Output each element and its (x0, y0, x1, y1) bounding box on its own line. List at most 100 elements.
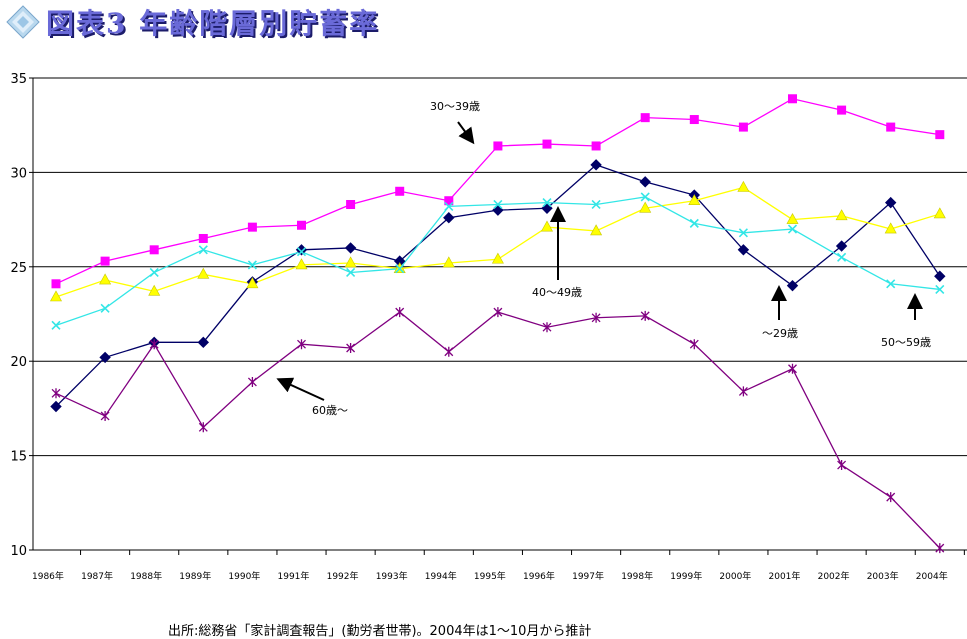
x-tick-label: 1996年 (523, 570, 555, 582)
annotation-arrow (276, 377, 325, 401)
data-point (197, 267, 210, 279)
x-tick-label: 1988年 (130, 570, 162, 582)
data-point (542, 139, 552, 149)
series-line (55, 164, 941, 407)
y-tick-label: 30 (10, 166, 27, 181)
data-point (590, 159, 602, 171)
x-tick-label: 1987年 (81, 570, 113, 582)
data-point (493, 141, 503, 151)
data-point (886, 279, 896, 289)
data-point (346, 342, 356, 353)
data-point (542, 322, 552, 333)
x-tick-label: 1997年 (572, 570, 604, 582)
y-tick-label: 10 (10, 544, 27, 559)
data-point (492, 204, 504, 216)
data-point (149, 267, 159, 278)
data-point (297, 220, 306, 230)
data-point (591, 141, 601, 151)
data-point (884, 196, 897, 209)
data-point (737, 180, 750, 192)
data-point (787, 224, 798, 234)
y-tick-label: 15 (10, 450, 27, 465)
data-point (493, 307, 503, 318)
x-tick-label: 1998年 (621, 570, 653, 582)
data-point (591, 312, 601, 323)
data-point (689, 115, 699, 125)
data-point (640, 113, 650, 123)
x-tick-label: 1986年 (32, 570, 64, 582)
data-point (788, 94, 797, 104)
data-point (297, 339, 306, 350)
page-title: 図表3 年齢階層別貯蓄率 (46, 7, 380, 40)
x-tick-label: 1989年 (179, 570, 211, 582)
data-point (639, 201, 652, 213)
data-point (786, 279, 799, 292)
data-point (884, 222, 897, 234)
series-line (55, 311, 941, 549)
data-point (835, 209, 848, 221)
data-point (935, 284, 945, 295)
data-point (444, 346, 454, 357)
annotation-label: 60歳〜 (312, 404, 348, 417)
data-point (51, 388, 61, 399)
data-point (198, 422, 208, 433)
data-point (395, 307, 405, 318)
y-tick-label: 20 (10, 355, 27, 370)
y-tick-label: 35 (10, 72, 27, 87)
data-point (344, 256, 357, 268)
x-tick-label: 1999年 (670, 570, 702, 582)
data-point (247, 222, 257, 232)
data-point (99, 351, 111, 364)
data-point (296, 247, 307, 257)
data-point (935, 130, 945, 140)
data-point (100, 410, 110, 421)
data-point (197, 336, 210, 349)
data-point (540, 220, 554, 232)
title-bar: 図表3 年齢階層別貯蓄率 (6, 2, 379, 42)
data-point (491, 252, 504, 264)
data-point (100, 256, 110, 266)
data-point (688, 194, 701, 206)
x-tick-label: 2004年 (916, 570, 948, 582)
data-point (49, 290, 63, 302)
data-point (295, 258, 308, 270)
x-tick-label: 1992年 (327, 570, 359, 582)
data-point (346, 267, 356, 278)
y-tick-label: 25 (10, 261, 27, 276)
data-point (148, 284, 161, 296)
x-tick-label: 1995年 (474, 570, 506, 582)
data-point (837, 105, 847, 115)
labels: 10 15 20 25 30 35 1986年 1987年 1988年 1989年 1990年 199… (10, 72, 947, 582)
data-point (689, 218, 699, 228)
data-point (99, 273, 112, 285)
x-tick-label: 1993年 (376, 570, 408, 582)
data-point (738, 386, 748, 397)
data-point (934, 270, 946, 282)
data-point (444, 196, 454, 206)
data-point (935, 543, 945, 554)
data-point (886, 122, 896, 132)
data-point (738, 228, 748, 238)
x-tick-label: 2003年 (867, 570, 899, 582)
data-point (395, 264, 405, 274)
data-point (395, 186, 405, 196)
data-point (886, 492, 896, 503)
annotation-label: 50〜59歳 (881, 336, 931, 349)
data-point (344, 242, 357, 254)
data-point (442, 256, 455, 268)
data-point (51, 320, 61, 330)
data-point (444, 201, 454, 211)
data-point (640, 310, 650, 321)
data-point (493, 199, 503, 210)
x-tick-label: 2000年 (719, 570, 751, 582)
data-point (246, 277, 259, 289)
data-point (346, 199, 356, 209)
annotation-label: 40〜49歳 (532, 286, 582, 299)
diamond-logo-icon (6, 5, 40, 39)
series-group (49, 94, 946, 554)
x-tick-label: 1990年 (228, 570, 260, 582)
data-point (247, 376, 257, 387)
grid (29, 77, 967, 555)
data-point (247, 260, 257, 270)
